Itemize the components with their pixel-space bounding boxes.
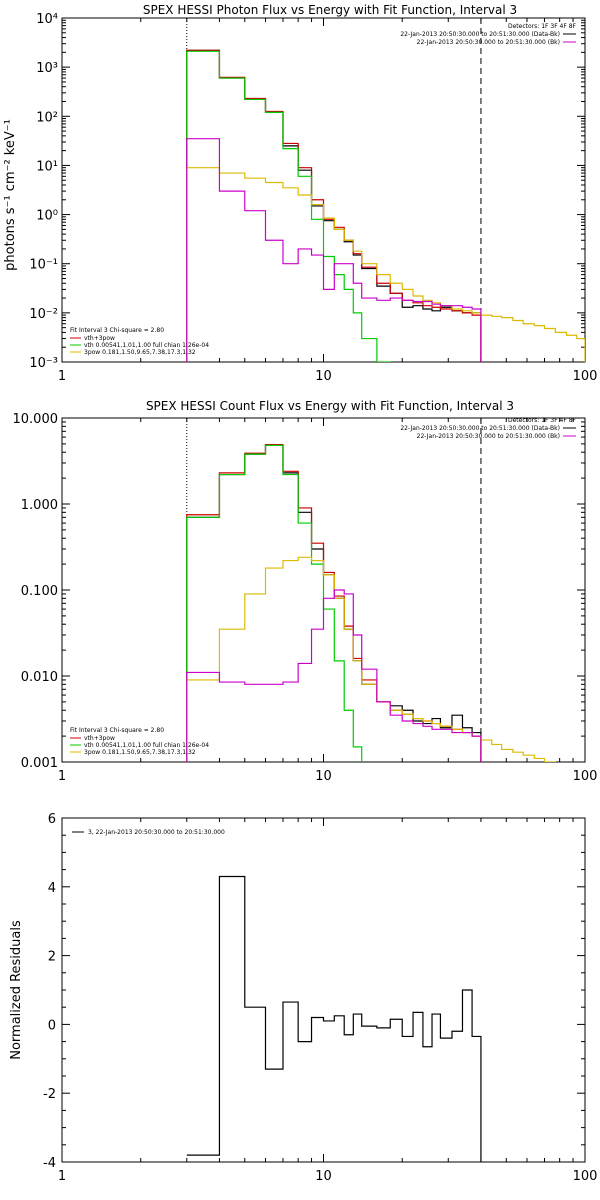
x-tick-label: 1: [58, 769, 66, 784]
axes-frame: [61, 817, 586, 1163]
legend-line: vth 0.00541,1.01,1.00 full chian 1.26e-0…: [84, 342, 209, 349]
header-line: 22-Jan-2013 20:50:30.000 to 20:51:30.000…: [400, 31, 560, 38]
legend-line: Fit Interval 3 Chi-square = 2.80: [70, 327, 164, 334]
series-3-22-jan-2013-20-50-30-000-to-20-51-30-000: [186, 875, 482, 1162]
x-tick-label: 10: [315, 769, 332, 784]
legend-line: 3pow 0.181,1.50,9.65,7.38,17.3,1.32: [84, 749, 196, 756]
x-tick-label: 100: [573, 1169, 598, 1184]
chart-title: SPEX HESSI Count Flux vs Energy with Fit…: [146, 399, 514, 413]
legend-line: vth 0.00541,1.01,1.00 full chian 1.26e-0…: [84, 742, 209, 749]
x-tick-label: 1: [58, 369, 66, 384]
series-vth: [186, 50, 391, 362]
header-annotation: Detectors: 1F 3F 4F 8F 22-Jan-2013 20:50…: [400, 417, 576, 440]
x-tick-label: 1: [58, 1169, 66, 1184]
y-tick-label: 1.000: [21, 498, 58, 513]
series-vth-3pow: [186, 49, 482, 362]
y-tick-label: 0.001: [21, 756, 58, 771]
header-line: 22-Jan-2013 20:50:30.000 to 20:51:30.000…: [400, 425, 560, 432]
series-vth: [186, 444, 363, 762]
y-axis-label: photons s⁻¹ cm⁻² keV⁻¹: [3, 119, 18, 271]
y-tick-label: 6: [48, 812, 56, 827]
y-tick-label: 10¹: [36, 159, 58, 174]
x-tick-label: 100: [573, 369, 598, 384]
chart-title: SPEX HESSI Photon Flux vs Energy with Fi…: [143, 3, 517, 17]
y-tick-label: -2: [43, 1087, 56, 1102]
y-tick-label: 2: [48, 950, 56, 965]
residuals-panel: Normalized Residuals 1 10 100 -4 -2 0 2 4 6 3, 2…: [9, 812, 598, 1184]
legend-line: 3, 22-Jan-2013 20:50:30.000 to 20:51:30.…: [88, 829, 225, 836]
count-flux-panel: SPEX HESSI Count Flux vs Energy with Fit…: [13, 399, 598, 784]
header-annotation: Detectors: 1F 3F 4F 8F 22-Jan-2013 20:50…: [400, 23, 576, 46]
y-tick-label: -4: [43, 1156, 56, 1171]
header-line: 22-Jan-2013 20:50:30.000 to 20:51:30.000…: [417, 433, 560, 440]
plot-area: 1 10 100 -4 -2 0 2 4 6: [43, 812, 598, 1184]
x-tick-label: 10: [315, 369, 332, 384]
y-tick-label: 0: [48, 1018, 56, 1033]
header-line: 22-Jan-2013 20:50:30.000 to 20:51:30.000…: [417, 39, 560, 46]
y-tick-label: 10³: [36, 61, 58, 76]
plot-area: 1 10 100 0.001 0.010 0.100 1.000 10.000: [13, 412, 598, 784]
series-bk: [186, 589, 482, 762]
y-tick-label: 0.100: [21, 584, 58, 599]
series-3pow: [186, 167, 585, 362]
y-tick-label: 4: [48, 881, 56, 896]
y-tick-label: 10²: [36, 110, 58, 125]
legend-line: vth+3pow: [84, 735, 115, 742]
y-tick-label: 10⁰: [36, 209, 58, 224]
x-tick-label: 10: [315, 1169, 332, 1184]
y-tick-label: 10⁻¹: [29, 258, 58, 273]
y-axis-label: Normalized Residuals: [9, 920, 24, 1060]
header-line: Detectors: 1F 3F 4F 8F: [508, 417, 577, 424]
legend-line: vth+3pow: [84, 335, 115, 342]
series-data-bk: [186, 49, 482, 362]
axes-frame: [61, 17, 586, 363]
y-tick-label: 10.000: [13, 412, 59, 427]
legend: Fit Interval 3 Chi-square = 2.80 vth+3po…: [70, 327, 209, 356]
y-tick-label: 10⁻³: [29, 356, 58, 371]
photon-flux-panel: SPEX HESSI Photon Flux vs Energy with Fi…: [3, 3, 597, 384]
legend-line: 3pow 0.181,1.50,9.65,7.38,17.3,1.32: [84, 349, 196, 356]
y-tick-label: 0.010: [21, 670, 58, 685]
legend: 3, 22-Jan-2013 20:50:30.000 to 20:51:30.…: [72, 829, 225, 836]
y-tick-label: 10⁻²: [29, 307, 58, 322]
series-bk: [186, 138, 482, 362]
legend-line: Fit Interval 3 Chi-square = 2.80: [70, 727, 164, 734]
x-tick-label: 100: [573, 769, 598, 784]
header-line: Detectors: 1F 3F 4F 8F: [508, 23, 577, 30]
plot-area: 1 10 100 10⁻³ 10⁻² 10⁻¹ 10⁰ 10¹ 10² 10³ 10⁴: [29, 12, 597, 384]
legend: Fit Interval 3 Chi-square = 2.80 vth+3po…: [70, 727, 209, 756]
y-tick-label: 10⁴: [36, 12, 58, 27]
series-3pow: [186, 556, 556, 762]
